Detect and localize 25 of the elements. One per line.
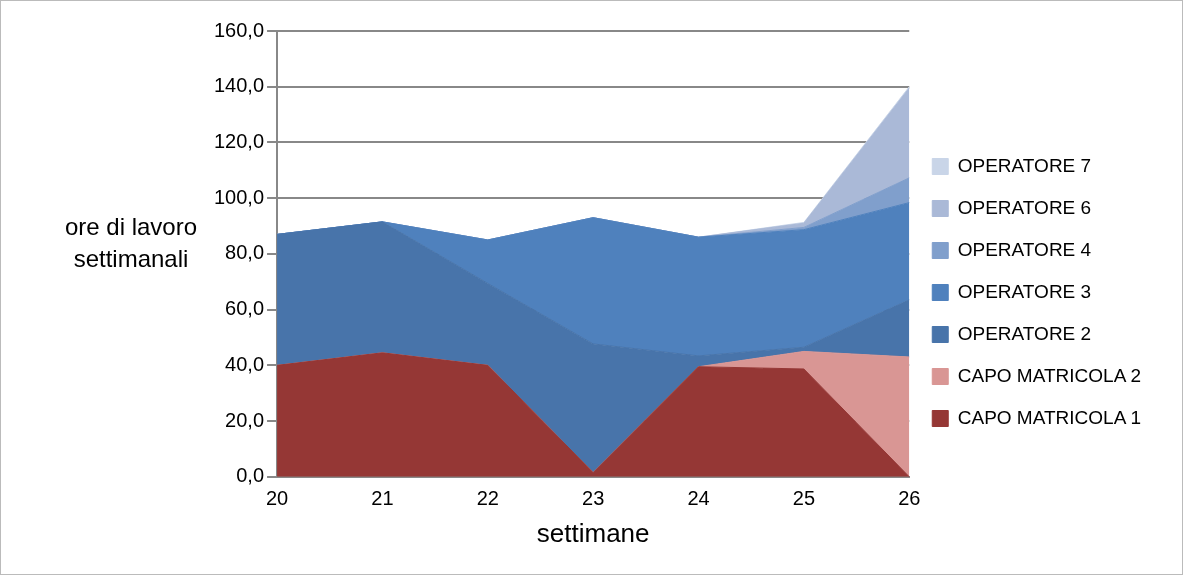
x-tick-label: 22: [476, 487, 499, 510]
legend-label: OPERATORE 6: [957, 196, 1092, 218]
y-tick-label: 120,0: [213, 129, 265, 152]
y-tick-label: 80,0: [225, 241, 265, 264]
legend-label: OPERATORE 4: [957, 238, 1092, 260]
y-tick-label: 20,0: [225, 408, 265, 431]
x-tick-label: 21: [371, 487, 394, 510]
legend-label: OPERATORE 2: [957, 322, 1092, 344]
x-axis-title: settimane: [536, 517, 650, 548]
x-tick-label: 20: [265, 487, 289, 510]
y-tick-label: 40,0: [225, 352, 265, 375]
y-axis-title: ore di lavoro settimanali: [64, 213, 198, 272]
y-tick-label: 160,0: [213, 18, 265, 41]
x-tick-label: 23: [582, 487, 605, 510]
y-tick-label: 60,0: [225, 297, 265, 320]
x-tick-label: 26: [898, 487, 921, 510]
x-tick-label: 25: [792, 487, 816, 510]
y-tick-label: 0,0: [236, 464, 265, 487]
legend-label: OPERATORE 7: [957, 154, 1092, 176]
y-tick-label: 100,0: [213, 185, 265, 208]
x-tick-label: 24: [687, 487, 710, 510]
legend-label: CAPO MATRICOLA 2: [957, 364, 1142, 386]
y-tick-label: 140,0: [213, 74, 265, 97]
legend-label: CAPO MATRICOLA 1: [957, 406, 1142, 428]
legend-label: OPERATORE 3: [957, 280, 1092, 302]
